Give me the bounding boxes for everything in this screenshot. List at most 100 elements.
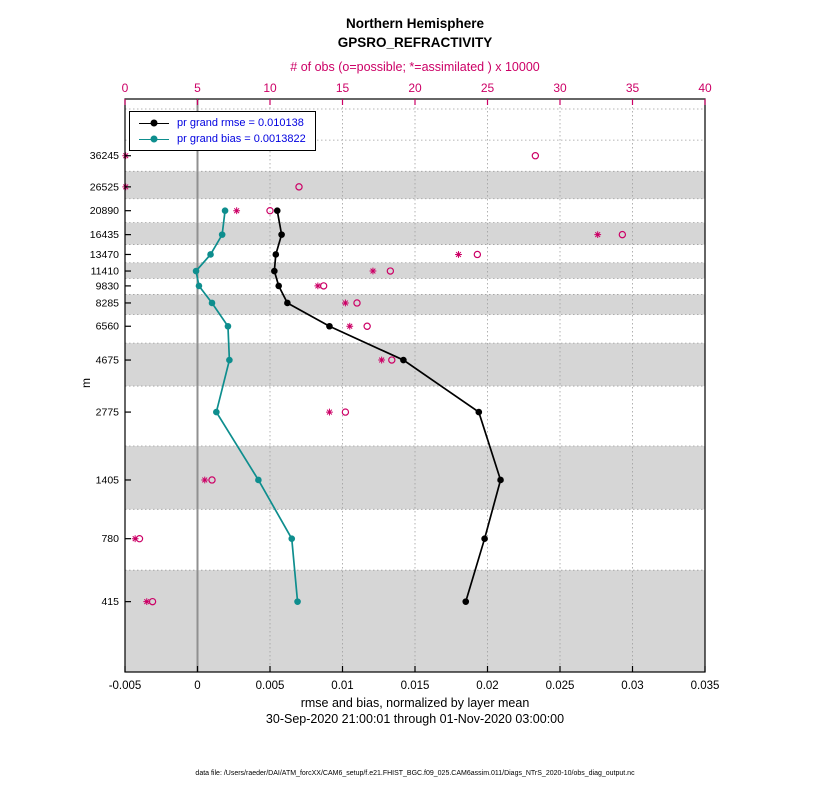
bias-marker [288,535,296,542]
obs-possible-marker [295,183,303,191]
obs-assimilated-marker [201,476,209,484]
obs-assimilated-marker [346,322,354,330]
obs-possible-marker [363,322,371,330]
left-tick-label: 8285 [96,297,120,309]
bias-marker [218,231,226,238]
left-tick-label: 6560 [96,321,120,333]
bottom-tick-label: 0 [194,680,200,692]
layer-band [125,570,705,672]
obs-assimilated-marker [326,408,333,416]
left-tick-label: 36245 [90,150,119,162]
left-tick-label: 1405 [96,474,120,486]
bias-marker [195,282,203,290]
left-tick-label: 2775 [96,407,120,419]
rmse-line-swatch [139,119,169,128]
legend-item-rmse: pr grand rmse = 0.010138 [139,117,306,129]
obs-assimilated-marker [369,267,377,275]
bias-line-swatch [139,135,169,144]
rmse-marker [275,282,283,290]
layer-band [125,222,705,245]
bottom-tick-label: 0.02 [476,680,498,692]
rmse-marker [326,322,333,330]
top-tick-label: 5 [194,81,201,95]
left-tick-label: 20890 [90,205,119,217]
layer-bands [125,171,705,672]
bottom-axis: -0.005 0 0.005 0.01 0.015 0.02 0.025 0.03 0.035 [109,666,720,692]
layer-band [125,343,705,387]
obs-possible-marker [618,230,627,239]
top-tick-label: 30 [553,81,567,95]
left-tick-label: 11410 [91,266,120,278]
rmse-marker [475,408,483,416]
y-axis-label: m [79,378,93,388]
x-axis-label: rmse and bias, normalized by layer mean [300,696,530,710]
bias-series [192,207,301,605]
bottom-tick-label: 0.005 [256,680,285,692]
obs-possible-marker [208,476,216,484]
top-tick-label: 0 [122,81,129,95]
rmse-marker [278,231,285,238]
left-axis: 36245 26525 20890 16435 13470 11410 9830 8285 65… [90,150,131,608]
top-tick-label: 25 [481,81,495,95]
data-file-path: data file: /Users/raeder/DAI/ATM_forcXX/… [195,770,635,777]
bias-marker-sample [150,135,158,143]
layer-band [125,262,705,279]
top-tick-label: 10 [263,81,277,95]
left-tick-label: 26525 [90,181,119,193]
obs-assimilated-marker [455,251,462,258]
bias-marker [213,408,220,416]
top-tick-label: 20 [408,81,422,95]
obs-possible-marker [473,250,482,259]
obs-assimilated-marker [233,207,241,215]
rmse-marker [273,207,281,214]
obs-assimilated-marker [594,231,602,239]
obs-assimilated-marker [314,282,322,290]
bias-marker [208,299,216,307]
obs-possible-marker [353,299,361,307]
legend-box: pr grand rmse = 0.010138 pr grand bias =… [129,111,316,151]
rmse-marker [481,535,488,542]
rmse-line [273,210,502,602]
bottom-tick-label: 0.01 [331,680,353,692]
bias-marker [226,356,233,364]
rmse-series [271,207,504,605]
rmse-marker [284,299,291,307]
legend-rmse-label: pr grand rmse = 0.010138 [177,117,304,129]
rmse-marker-sample [150,119,158,127]
obs-axis-title: # of obs (o=possible; *=assimilated ) x … [290,60,540,74]
obs-possible-marker [388,356,396,364]
left-tick-label: 13470 [90,249,119,261]
bottom-tick-label: 0.015 [401,680,430,692]
obs-possible-marker [531,152,540,160]
left-tick-label: 9830 [96,280,120,292]
bottom-tick-label: -0.005 [109,680,142,692]
obs-assimilated-marker [342,299,349,307]
obs-assimilated-marker [131,535,139,543]
bottom-tick-label: 0.035 [691,680,720,692]
rmse-marker [271,267,278,275]
date-range-label: 30-Sep-2020 21:00:01 through 01-Nov-2020… [265,712,565,726]
bias-marker [294,598,301,605]
top-tick-label: 15 [336,81,350,95]
layer-band [125,446,705,510]
obs-possible-marker [341,408,350,416]
plot-subtitle: GPSRO_REFRACTIVITY [337,35,493,50]
obs-possible-markers [135,152,627,606]
obs-possible-marker [386,267,395,275]
top-axis: 0 5 10 15 20 25 30 35 40 [122,81,712,105]
top-tick-label: 40 [698,81,712,95]
rmse-marker [497,476,504,484]
bias-line [195,210,299,602]
legend-bias-label: pr grand bias = 0.0013822 [177,133,306,145]
obs-possible-marker [319,282,328,290]
bias-marker [224,322,232,330]
left-tick-label: 4675 [96,355,120,367]
obs-possible-marker [266,206,274,215]
left-tick-label: 780 [101,533,119,545]
top-tick-label: 35 [626,81,640,95]
rmse-marker [462,598,470,605]
bottom-tick-label: 0.025 [546,680,575,692]
legend-item-bias: pr grand bias = 0.0013822 [139,133,306,145]
